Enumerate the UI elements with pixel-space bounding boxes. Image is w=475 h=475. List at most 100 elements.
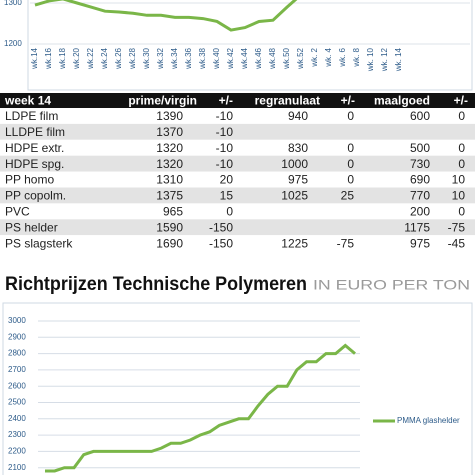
table-cell: HDPE extr.	[5, 141, 64, 155]
x-tick-label: wk.34	[170, 47, 179, 69]
section-unit: IN EURO PER TON	[313, 277, 470, 293]
table-cell: -150	[209, 220, 233, 234]
table-cell: 1225	[281, 236, 308, 250]
table-cell: 0	[458, 141, 465, 155]
x-tick-label: wk.50	[282, 47, 291, 69]
x-tick-label: wk.48	[268, 47, 277, 69]
table-cell: 500	[410, 141, 430, 155]
table-cell: 1370	[156, 125, 183, 139]
y-tick-label: 2400	[8, 414, 26, 423]
x-tick-label: wk.32	[156, 47, 165, 69]
table-cell: PS helder	[5, 220, 58, 234]
y-tick-label: 3000	[8, 316, 26, 325]
table-cell: 25	[341, 189, 355, 203]
x-tick-label: wk.26	[114, 47, 123, 69]
y-tick-label: 2200	[8, 447, 26, 456]
y-tick-label: 1300	[4, 0, 22, 7]
table-row-bg	[0, 108, 475, 124]
table-cell: 0	[347, 173, 354, 187]
x-tick-label: wk. 10	[366, 47, 375, 72]
x-tick-label: wk.38	[198, 47, 207, 69]
table-cell: PVC	[5, 205, 30, 219]
y-tick-label: 2800	[8, 349, 26, 358]
y-tick-label: 2900	[8, 332, 26, 341]
table-row-bg	[0, 139, 475, 156]
x-tick-label: wk.40	[212, 47, 221, 69]
table-row-bg	[0, 219, 475, 236]
table-cell: 940	[288, 109, 308, 123]
table-cell: 0	[347, 157, 354, 171]
table-cell: 10	[452, 173, 466, 187]
table-cell: 1175	[404, 220, 430, 234]
x-tick-label: wk. 4	[324, 47, 333, 67]
x-tick-label: wk.30	[142, 47, 151, 69]
table-cell: -150	[209, 236, 233, 250]
table-cell: PP homo	[5, 173, 54, 187]
table-row-bg	[0, 235, 475, 252]
x-tick-label: wk. 6	[338, 47, 347, 67]
table-cell: 20	[220, 173, 234, 187]
x-tick-label: wk.22	[86, 47, 95, 69]
table-cell: 770	[410, 189, 430, 203]
x-tick-label: wk. 8	[352, 47, 361, 67]
table-header: regranulaat	[255, 94, 320, 108]
chart-frame	[2, 302, 473, 475]
table-cell: 830	[288, 141, 308, 155]
table-cell: LDPE film	[5, 109, 58, 123]
table-row-bg	[0, 187, 475, 204]
table-cell: 200	[410, 205, 430, 219]
table-cell: 690	[410, 173, 430, 187]
y-tick-label: 1200	[4, 39, 22, 48]
line	[34, 0, 298, 32]
table-cell: 1320	[156, 141, 183, 155]
x-tick-label: wk.52	[296, 47, 305, 69]
table-cell: 0	[458, 157, 465, 171]
table-cell: -45	[448, 236, 466, 250]
table-cell: 600	[410, 109, 430, 123]
table-cell: 0	[347, 109, 354, 123]
table-row-bg	[0, 155, 475, 172]
table-cell: -10	[216, 125, 234, 139]
x-tick-label: wk.42	[226, 47, 235, 69]
table-header: maalgoed	[374, 94, 430, 108]
table-cell: -10	[216, 157, 234, 171]
table-cell: 0	[347, 141, 354, 155]
table-cell: 1590	[156, 220, 183, 234]
y-tick-label: 2300	[8, 430, 26, 439]
table-cell: 15	[220, 189, 234, 203]
table-cell: 0	[226, 205, 233, 219]
table-row-bg	[0, 203, 475, 220]
x-tick-label: wk.14	[30, 47, 39, 69]
legend-label: PMMA glashelder	[397, 416, 460, 425]
table-cell: PP copolm.	[5, 189, 66, 203]
table-header: +/-	[219, 94, 233, 108]
chart-frame	[27, 0, 473, 91]
table-cell: 10	[452, 189, 466, 203]
table-cell: 0	[458, 205, 465, 219]
table-cell: 730	[410, 157, 430, 171]
table-header: +/-	[454, 94, 468, 108]
y-tick-label: 2700	[8, 365, 26, 374]
table-cell: 1310	[156, 173, 183, 187]
table-cell: 965	[163, 205, 183, 219]
table-cell: -75	[337, 236, 355, 250]
table-row-bg	[0, 123, 475, 140]
table-cell: -10	[216, 109, 234, 123]
table-cell: -75	[448, 220, 466, 234]
x-tick-label: wk.18	[58, 47, 67, 69]
table-cell: PS slagsterk	[5, 236, 73, 250]
section-title: Richtprijzen Technische Polymeren	[5, 274, 307, 295]
x-tick-label: wk. 14	[394, 47, 403, 72]
table-cell: 1320	[156, 157, 183, 171]
y-tick-label: 2600	[8, 381, 26, 390]
x-tick-label: wk. 12	[380, 47, 389, 72]
y-tick-label: 2100	[8, 463, 26, 472]
table-cell: -10	[216, 141, 234, 155]
x-tick-label: wk.36	[184, 47, 193, 69]
table-cell: 1000	[281, 157, 308, 171]
table-cell: 975	[288, 173, 308, 187]
table-header: +/-	[341, 94, 355, 108]
table-cell: 1025	[281, 189, 308, 203]
x-tick-label: wk.24	[100, 47, 109, 69]
